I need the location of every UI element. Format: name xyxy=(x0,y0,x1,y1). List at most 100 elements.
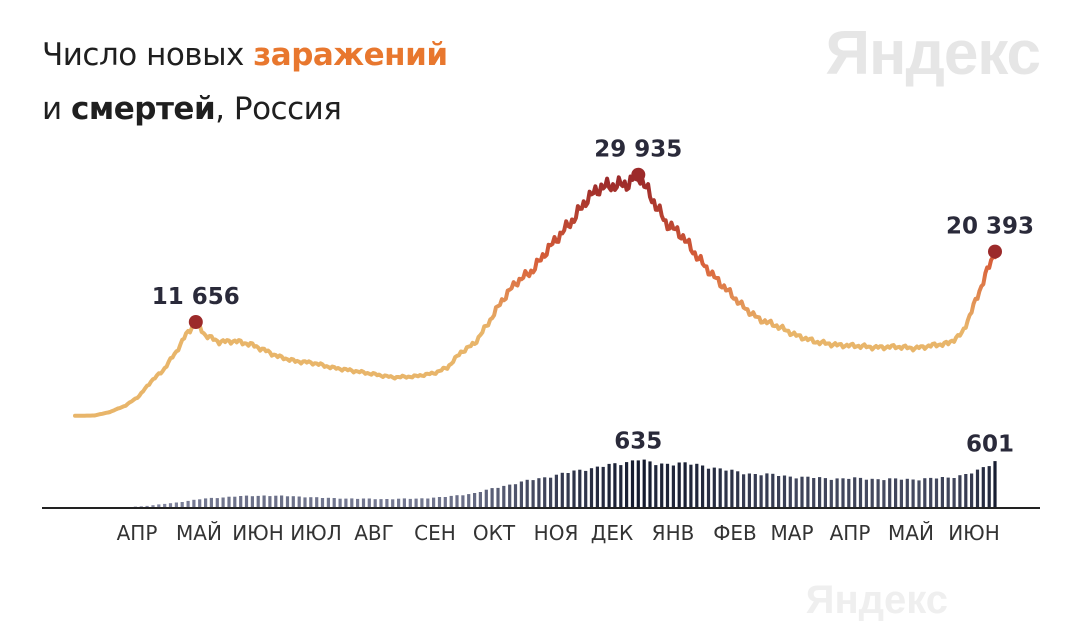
deaths-bar xyxy=(894,478,897,508)
deaths-bar xyxy=(678,463,681,509)
deaths-bar xyxy=(251,496,254,508)
deaths-peak-label: 635 xyxy=(614,429,662,455)
x-tick-label: ДЕК xyxy=(591,521,633,545)
x-tick-label: МАР xyxy=(771,521,814,545)
deaths-bar xyxy=(187,501,190,508)
deaths-bar xyxy=(800,477,803,508)
x-tick-label: МАЙ xyxy=(176,521,222,545)
deaths-bar xyxy=(210,498,213,508)
deaths-bar xyxy=(584,471,587,508)
x-tick-label: АПР xyxy=(830,521,871,545)
deaths-bar xyxy=(701,466,704,509)
deaths-bar xyxy=(795,478,798,508)
deaths-bar xyxy=(362,499,365,509)
deaths-bar xyxy=(836,478,839,508)
deaths-bar xyxy=(280,496,283,509)
deaths-bar xyxy=(976,470,979,508)
deaths-bar xyxy=(724,471,727,508)
deaths-bar xyxy=(572,471,575,509)
deaths-bar xyxy=(912,480,915,509)
deaths-bar xyxy=(403,498,406,508)
deaths-bar xyxy=(789,477,792,508)
cases-peak-label: 29 935 xyxy=(594,137,682,163)
deaths-bar xyxy=(514,484,517,508)
x-tick-label: ИЮН xyxy=(232,521,284,545)
deaths-bar xyxy=(549,478,552,508)
deaths-bar xyxy=(608,464,611,508)
deaths-bar xyxy=(777,476,780,508)
deaths-bar xyxy=(964,474,967,508)
deaths-bar xyxy=(303,497,306,508)
deaths-bar xyxy=(286,496,289,508)
deaths-peak-label: 601 xyxy=(966,431,1014,457)
cases-peak-label: 11 656 xyxy=(152,284,240,310)
deaths-bar xyxy=(368,499,371,509)
x-tick-label: ИЮН xyxy=(948,521,1000,545)
deaths-bar xyxy=(227,497,230,508)
deaths-bar xyxy=(356,499,359,508)
deaths-bar xyxy=(713,468,716,508)
deaths-bar xyxy=(830,480,833,508)
deaths-bar xyxy=(263,496,266,509)
deaths-bar xyxy=(818,477,821,508)
deaths-bar xyxy=(707,469,710,508)
x-tick-label: НОЯ xyxy=(534,521,579,545)
deaths-bar xyxy=(970,474,973,509)
cases-peak-marker xyxy=(988,245,1002,259)
deaths-bar xyxy=(321,498,324,508)
deaths-bar xyxy=(409,499,412,508)
deaths-bar xyxy=(268,496,271,508)
deaths-bar xyxy=(941,477,944,508)
deaths-bar xyxy=(812,478,815,508)
deaths-bar xyxy=(216,498,219,508)
deaths-bar xyxy=(719,468,722,508)
deaths-bar xyxy=(239,496,242,508)
x-tick-label: АВГ xyxy=(354,521,394,545)
x-tick-label: АПР xyxy=(117,521,158,545)
deaths-bar xyxy=(520,482,523,509)
deaths-bar xyxy=(537,478,540,508)
deaths-bar xyxy=(432,498,435,508)
deaths-bar xyxy=(245,496,248,508)
deaths-bar xyxy=(847,479,850,508)
deaths-bar xyxy=(198,499,201,508)
deaths-bar xyxy=(841,478,844,508)
deaths-bar xyxy=(222,498,225,509)
deaths-bar xyxy=(853,477,856,508)
deaths-bar xyxy=(450,496,453,508)
deaths-bar xyxy=(783,476,786,509)
deaths-bar xyxy=(438,497,441,508)
deaths-bar xyxy=(567,473,570,508)
deaths-bar xyxy=(309,497,312,508)
cases-peak-marker xyxy=(189,315,203,329)
deaths-bar xyxy=(929,478,932,508)
deaths-bar xyxy=(684,462,687,508)
deaths-bar xyxy=(315,497,318,508)
deaths-bar xyxy=(935,479,938,509)
deaths-bar xyxy=(672,466,675,509)
deaths-bar xyxy=(473,493,476,508)
deaths-bar xyxy=(602,467,605,508)
deaths-bar xyxy=(643,460,646,508)
deaths-bar xyxy=(765,473,768,508)
x-tick-label: МАЙ xyxy=(888,521,934,545)
deaths-bar xyxy=(736,471,739,508)
x-tick-label: ОКТ xyxy=(473,521,516,545)
deaths-bar xyxy=(292,496,295,508)
deaths-bar xyxy=(947,478,950,508)
deaths-bar xyxy=(906,479,909,508)
x-tick-label: СЕН xyxy=(414,521,456,545)
deaths-bar xyxy=(233,497,236,508)
deaths-bar xyxy=(327,498,330,508)
deaths-bar xyxy=(444,497,447,508)
deaths-bar xyxy=(865,480,868,508)
deaths-bar xyxy=(666,464,669,508)
deaths-bar xyxy=(695,464,698,508)
deaths-bar xyxy=(555,475,558,508)
deaths-bar xyxy=(397,499,400,508)
cases-peak-marker xyxy=(631,168,645,182)
deaths-bar xyxy=(882,480,885,508)
deaths-bar xyxy=(900,480,903,508)
deaths-bar xyxy=(988,466,991,508)
